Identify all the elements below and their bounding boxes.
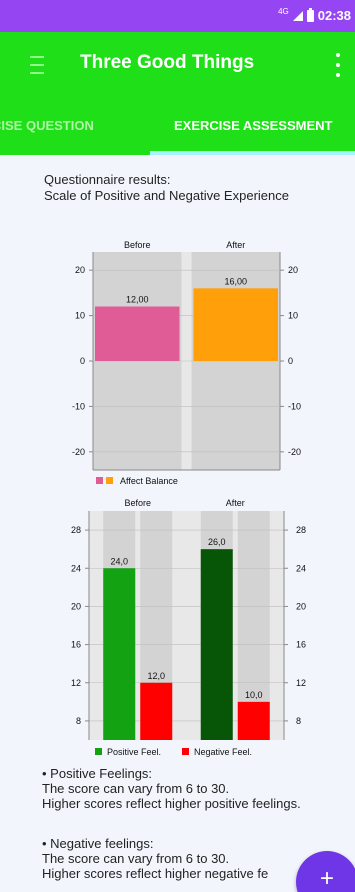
signal-icon <box>292 10 303 21</box>
y-tick-label-left: 10 <box>75 311 85 321</box>
y-tick-label-left: 20 <box>75 265 85 275</box>
app-title: Three Good Things <box>80 52 255 73</box>
y-tick-label-right: 16 <box>296 640 306 650</box>
bar-value-label: 12,0 <box>147 671 165 681</box>
bar <box>193 288 278 361</box>
negative-feelings-title: • Negative feelings: <box>42 836 154 851</box>
content-area: Questionnaire results: Scale of Positive… <box>0 155 355 892</box>
tab-exercise-assessment[interactable]: EXERCISE ASSESSMENT <box>174 118 333 133</box>
affect-balance-chart: Before After -20 -20 -10 -10 0 0 10 10 20 20 12,00 16… <box>0 238 355 493</box>
feelings-chart-svg: Before After 8 8 12 12 16 16 20 20 24 24 28 28 24,0 12,… <box>71 498 306 757</box>
y-tick-label-right: 24 <box>296 563 306 573</box>
bar <box>237 701 270 740</box>
y-tick-label-right: 0 <box>288 356 293 366</box>
positive-feelings-title: • Positive Feelings: <box>42 766 153 781</box>
bar-value-label: 10,0 <box>245 690 263 700</box>
tab-exercise-question[interactable]: CISE QUESTION <box>0 118 94 133</box>
y-tick-label-right: 28 <box>296 525 306 535</box>
bar-value-label: 24,0 <box>110 556 128 566</box>
y-tick-label-left: 20 <box>71 601 81 611</box>
positive-feelings-description: • Positive Feelings: The score can vary … <box>42 766 352 811</box>
bar <box>200 549 233 740</box>
y-tick-label-right: 12 <box>296 678 306 688</box>
add-icon: + <box>319 865 334 892</box>
legend-swatch-negative <box>182 748 189 755</box>
category-label: Before <box>124 498 151 508</box>
negative-feelings-note: Higher scores reflect higher negative fe <box>42 866 269 881</box>
legend-label-positive: Positive Feel. <box>107 747 161 757</box>
app-bar: Three Good Things <box>0 32 355 98</box>
bar <box>95 306 180 361</box>
y-tick-label-left: 8 <box>76 716 81 726</box>
y-tick-label-left: 16 <box>71 640 81 650</box>
feelings-chart: Before After 8 8 12 12 16 16 20 20 24 24 28 28 24,0 12,… <box>0 495 355 757</box>
bar <box>140 682 173 740</box>
network-type: 4G <box>278 7 289 16</box>
y-tick-label-right: 20 <box>296 601 306 611</box>
more-vert-icon[interactable] <box>335 53 341 77</box>
menu-icon[interactable] <box>30 53 44 77</box>
y-tick-label-right: 10 <box>288 311 298 321</box>
status-bar: 4G 02:38 <box>0 0 355 32</box>
y-tick-label-left: 12 <box>71 678 81 688</box>
category-label: After <box>226 498 245 508</box>
legend-swatch-positive <box>95 748 102 755</box>
positive-feelings-note: Higher scores reflect higher positive fe… <box>42 796 301 811</box>
affect-balance-chart-svg: Before After -20 -20 -10 -10 0 0 10 10 20 20 12,00 16… <box>72 240 301 486</box>
negative-feelings-description: • Negative feelings: The score can vary … <box>42 836 352 881</box>
category-label: Before <box>124 240 151 250</box>
battery-icon <box>306 7 314 22</box>
bar-background <box>237 511 270 740</box>
tab-bar: CISE QUESTION EXERCISE ASSESSMENT <box>0 98 355 155</box>
tab-indicator <box>150 151 355 155</box>
bar-value-label: 16,00 <box>224 276 247 286</box>
y-tick-label-left: -20 <box>72 447 85 457</box>
status-time: 02:38 <box>317 8 351 23</box>
status-icons: 4G 02:38 <box>278 7 351 23</box>
legend-swatch <box>96 477 103 484</box>
add-button[interactable]: + <box>296 851 355 892</box>
legend-label-negative: Negative Feel. <box>194 747 252 757</box>
heading-line-1: Questionnaire results: <box>44 172 171 187</box>
y-tick-label-right: 8 <box>296 716 301 726</box>
legend-label: Affect Balance <box>120 476 178 486</box>
page-heading: Questionnaire results: Scale of Positive… <box>44 172 289 204</box>
heading-line-2: Scale of Positive and Negative Experienc… <box>44 188 289 203</box>
y-tick-label-right: -20 <box>288 447 301 457</box>
bar <box>103 568 136 740</box>
category-label: After <box>226 240 245 250</box>
y-tick-label-left: -10 <box>72 401 85 411</box>
negative-feelings-range: The score can vary from 6 to 30. <box>42 851 230 866</box>
y-tick-label-right: -10 <box>288 401 301 411</box>
y-tick-label-left: 28 <box>71 525 81 535</box>
y-tick-label-right: 20 <box>288 265 298 275</box>
bar-value-label: 26,0 <box>208 537 226 547</box>
y-tick-label-left: 0 <box>80 356 85 366</box>
positive-feelings-range: The score can vary from 6 to 30. <box>42 781 230 796</box>
bar-value-label: 12,00 <box>126 295 149 305</box>
y-tick-label-left: 24 <box>71 563 81 573</box>
legend-swatch <box>106 477 113 484</box>
